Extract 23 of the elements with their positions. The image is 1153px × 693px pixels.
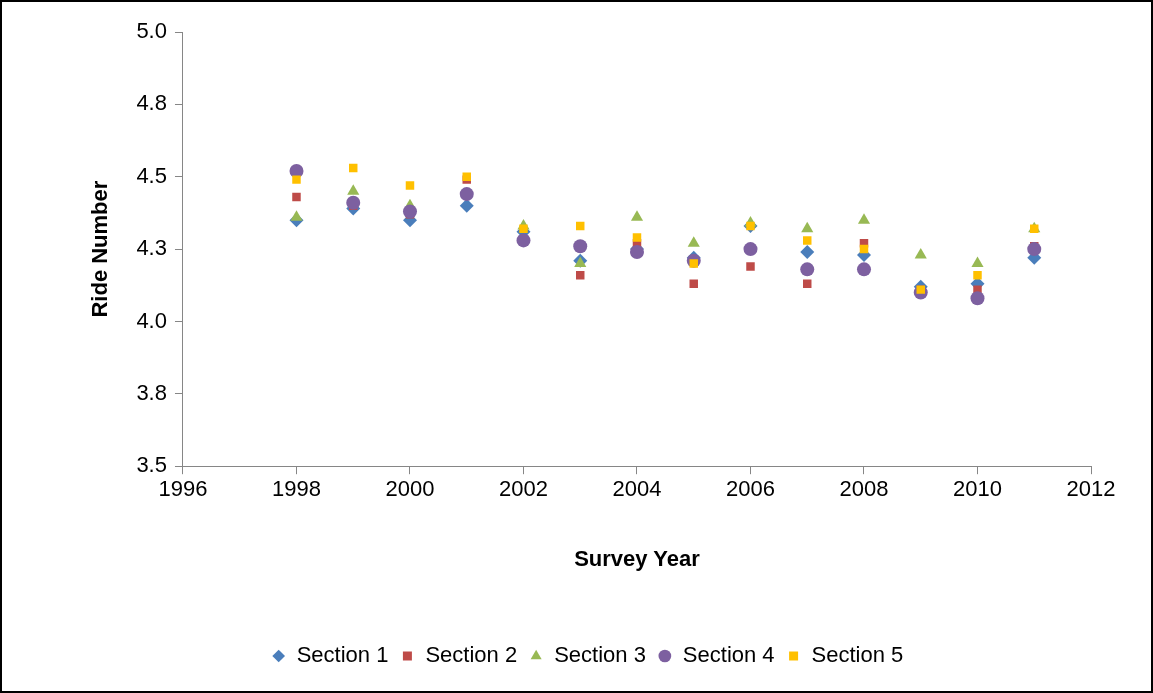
x-tick-label: 1996 — [158, 476, 208, 502]
legend-label: Section 1 — [296, 642, 389, 668]
legend-label: Section 4 — [682, 642, 775, 668]
x-tick-label: 2008 — [839, 476, 889, 502]
x-tick-label: 1998 — [272, 476, 321, 502]
y-tick-label: 4.0 — [136, 307, 167, 333]
legend-label: Section 2 — [425, 642, 518, 668]
y-axis-title: Ride Number — [87, 180, 113, 318]
x-tick-label: 2012 — [1066, 476, 1116, 502]
y-tick-label: 5.0 — [136, 18, 167, 44]
x-tick-label: 2002 — [499, 476, 548, 502]
x-tick-label: 2006 — [726, 476, 775, 502]
y-tick-label: 4.3 — [136, 235, 167, 261]
legend-label: Section 3 — [554, 642, 646, 668]
x-tick-label: 2010 — [953, 476, 1002, 502]
y-tick-label: 3.8 — [136, 379, 167, 405]
x-axis-title: Survey Year — [574, 545, 701, 571]
y-tick-label: 4.5 — [136, 162, 167, 188]
y-tick-label: 4.8 — [136, 90, 167, 116]
y-tick-label: 3.5 — [136, 452, 167, 478]
x-tick-label: 2000 — [385, 476, 435, 502]
legend-label: Section 5 — [811, 642, 904, 668]
x-tick-label: 2004 — [612, 476, 662, 502]
